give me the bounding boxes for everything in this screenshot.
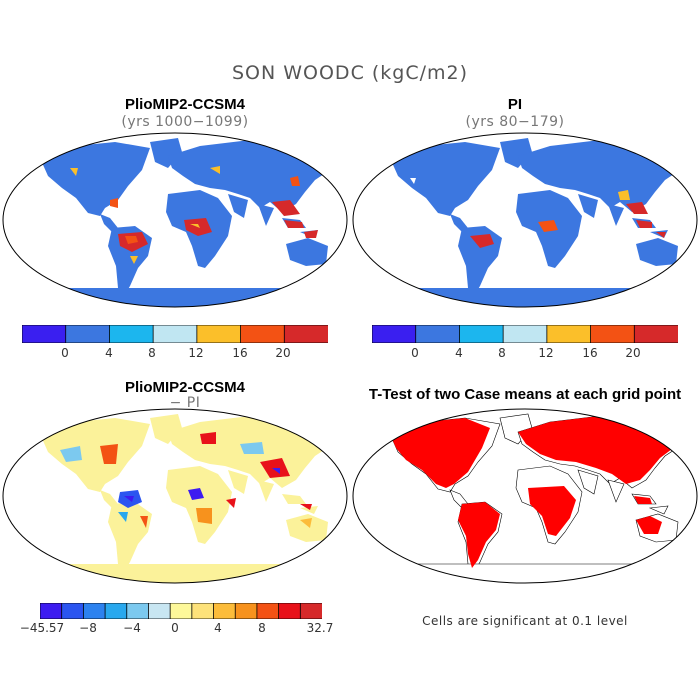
cb3-tick-5: 8 bbox=[258, 621, 266, 635]
cb1-tick-3: 12 bbox=[188, 346, 204, 360]
colorbar-swatch bbox=[234, 603, 258, 619]
colorbar-swatch bbox=[152, 325, 198, 343]
panel2-subtitle: (yrs 80−179) bbox=[465, 114, 565, 130]
cb1-tick-5: 20 bbox=[275, 346, 291, 360]
colorbar-swatch bbox=[299, 603, 322, 619]
cb2-tick-4: 16 bbox=[582, 346, 598, 360]
cb2-tick-0: 0 bbox=[411, 346, 419, 360]
cb1-tick-4: 16 bbox=[232, 346, 248, 360]
cb2-tick-3: 12 bbox=[538, 346, 554, 360]
cb3-tick-0: −45.57 bbox=[19, 621, 65, 635]
colorbar-swatch bbox=[502, 325, 548, 343]
colorbar-swatch bbox=[633, 325, 678, 343]
cb2-tick-1: 4 bbox=[455, 346, 463, 360]
colorbar-swatch bbox=[22, 325, 67, 343]
panel3-subtitle: − PI bbox=[169, 395, 201, 411]
colorbar-absolute-1 bbox=[22, 325, 328, 343]
map-pliomip2-absolute bbox=[2, 132, 348, 308]
cb3-tick-2: −4 bbox=[123, 621, 141, 635]
colorbar-swatch bbox=[40, 603, 63, 619]
colorbar-swatch bbox=[256, 603, 280, 619]
colorbar-swatch bbox=[65, 325, 111, 343]
cb3-tick-3: 0 bbox=[171, 621, 179, 635]
panel1-subtitle: (yrs 1000−1099) bbox=[121, 114, 249, 130]
cb3-tick-4: 4 bbox=[214, 621, 222, 635]
cb3-tick-6: 32.7 bbox=[306, 621, 334, 635]
colorbar-swatch bbox=[283, 325, 328, 343]
colorbar-absolute-2 bbox=[372, 325, 678, 343]
cb1-tick-2: 8 bbox=[148, 346, 156, 360]
colorbar-swatch bbox=[148, 603, 172, 619]
map-ttest-significance bbox=[352, 408, 698, 584]
colorbar-swatch bbox=[126, 603, 150, 619]
cb1-tick-0: 0 bbox=[61, 346, 69, 360]
panel1-title: PlioMIP2-CCSM4 bbox=[124, 96, 245, 113]
panel4-title: T-Test of two Case means at each grid po… bbox=[368, 386, 682, 403]
figure-title: SON WOODC (kgC/m2) bbox=[231, 62, 469, 84]
colorbar-swatch bbox=[278, 603, 302, 619]
cb1-tick-1: 4 bbox=[105, 346, 113, 360]
map-difference bbox=[2, 408, 348, 584]
colorbar-swatch bbox=[415, 325, 461, 343]
colorbar-swatch bbox=[459, 325, 505, 343]
colorbar-swatch bbox=[546, 325, 592, 343]
map-pi-absolute bbox=[352, 132, 698, 308]
colorbar-swatch bbox=[191, 603, 215, 619]
colorbar-swatch bbox=[109, 325, 155, 343]
colorbar-swatch bbox=[213, 603, 237, 619]
cb2-tick-2: 8 bbox=[498, 346, 506, 360]
colorbar-swatch bbox=[169, 603, 193, 619]
significance-note: Cells are significant at 0.1 level bbox=[422, 614, 628, 628]
colorbar-swatch bbox=[240, 325, 286, 343]
panel2-title: PI bbox=[507, 96, 523, 113]
colorbar-swatch bbox=[196, 325, 242, 343]
panel3-title: PlioMIP2-CCSM4 bbox=[124, 379, 245, 396]
cb3-tick-1: −8 bbox=[79, 621, 97, 635]
colorbar-difference bbox=[40, 603, 322, 619]
colorbar-swatch bbox=[590, 325, 636, 343]
colorbar-swatch bbox=[372, 325, 417, 343]
colorbar-swatch bbox=[61, 603, 85, 619]
colorbar-swatch bbox=[82, 603, 106, 619]
colorbar-swatch bbox=[104, 603, 128, 619]
cb2-tick-5: 20 bbox=[625, 346, 641, 360]
